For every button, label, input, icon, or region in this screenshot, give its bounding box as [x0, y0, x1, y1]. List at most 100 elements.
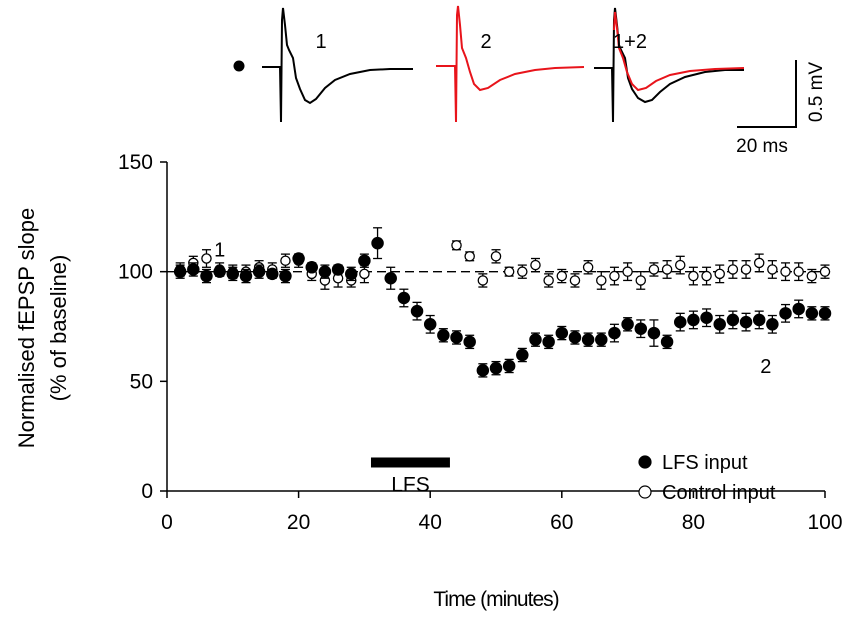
data-point-lfs [634, 322, 648, 335]
scale-bar [737, 60, 797, 128]
data-point-control [622, 266, 633, 277]
data-point-control [464, 251, 475, 262]
data-point-lfs [423, 318, 437, 331]
y-axis-label-line-2: (% of baseline) [46, 255, 71, 402]
data-point-lfs [673, 315, 687, 329]
x-tick-label: 100 [807, 511, 842, 534]
data-point-control [569, 275, 581, 286]
trace-2-line [436, 5, 585, 123]
data-point-lfs [226, 267, 240, 281]
x-tick-label: 20 [287, 511, 310, 534]
data-point-lfs [266, 267, 279, 281]
trace-2-label: 2 [480, 31, 491, 53]
data-point-lfs [766, 318, 779, 331]
data-point-control [517, 266, 528, 277]
trace-marker-dot [233, 60, 245, 72]
data-point-lfs [542, 335, 555, 349]
data-point-lfs [358, 254, 371, 267]
data-point-lfs [568, 331, 582, 344]
data-point-control [503, 266, 515, 277]
data-point-control [477, 275, 489, 286]
series-lfs-input [173, 227, 832, 378]
data-point-control [688, 270, 699, 282]
data-point-control [727, 264, 739, 275]
trace-insets: 1 2 1+2 0.5 mV 20 ms [233, 5, 827, 157]
data-point-control [530, 259, 541, 271]
data-point-lfs [292, 252, 305, 265]
trace-1-label: 1 [315, 31, 326, 53]
legend-marker-lfs [638, 455, 652, 469]
data-point-control [490, 251, 502, 262]
data-point-lfs [647, 326, 661, 340]
y-tick-label: 100 [118, 261, 153, 284]
data-point-lfs [489, 361, 503, 375]
data-point-control [753, 257, 765, 269]
annotation-1: 1 [214, 240, 225, 262]
x-tick-label: 80 [682, 511, 705, 534]
y-tick-label: 50 [130, 370, 153, 393]
data-point-lfs [344, 267, 358, 281]
trace-12-label: 1+2 [613, 31, 647, 53]
axes: 0 50 100 150 0 20 40 60 80 100 [118, 151, 843, 534]
data-point-lfs [252, 265, 266, 278]
legend-label-lfs: LFS input [662, 452, 748, 474]
lfs-bar-label: LFS [391, 473, 430, 496]
data-point-control [740, 264, 752, 275]
data-point-lfs [752, 313, 766, 327]
y-tick-label: 0 [141, 480, 153, 503]
data-point-control [609, 270, 620, 282]
data-point-lfs [660, 335, 674, 349]
data-point-lfs [529, 333, 542, 346]
legend-marker-control [638, 485, 652, 499]
data-point-lfs [700, 311, 713, 324]
y-tick-label: 150 [118, 151, 153, 174]
data-point-lfs [384, 271, 397, 285]
data-point-control [661, 264, 673, 275]
y-axis-label-line-1: Normalised fEPSP slope [14, 208, 39, 449]
data-point-lfs [581, 333, 595, 346]
x-tick-label: 0 [161, 511, 173, 534]
data-point-lfs [318, 265, 332, 278]
data-point-lfs [687, 313, 700, 327]
data-point-lfs [621, 318, 634, 331]
data-point-lfs [463, 335, 476, 349]
data-point-control [280, 255, 291, 266]
data-point-control [674, 259, 686, 271]
data-point-control [635, 275, 647, 286]
data-point-lfs [371, 236, 384, 250]
data-point-lfs [502, 359, 516, 373]
data-point-lfs [187, 263, 200, 276]
data-point-lfs [739, 315, 753, 329]
data-point-lfs [239, 269, 253, 283]
data-point-lfs [595, 333, 608, 346]
data-point-control [648, 264, 660, 275]
data-point-lfs [437, 329, 450, 342]
data-point-control [359, 268, 370, 280]
lfs-period-bar [370, 457, 450, 468]
trace-12-line-2 [613, 11, 745, 92]
x-tick-label: 40 [419, 511, 442, 534]
legend-label-control: Control input [662, 482, 776, 504]
data-point-control [780, 266, 791, 277]
data-point-lfs [305, 261, 319, 274]
x-tick-label: 60 [550, 511, 573, 534]
data-point-lfs [213, 265, 226, 278]
data-point-control [596, 275, 607, 286]
data-point-control [701, 270, 712, 282]
data-point-lfs [450, 331, 463, 344]
data-point-lfs [818, 307, 832, 320]
x-axis-label: Time (minutes) [433, 588, 558, 611]
data-point-lfs [279, 269, 292, 283]
series-control-input [174, 240, 831, 290]
data-point-lfs [397, 291, 411, 305]
legend: LFS input Control input [638, 452, 776, 504]
data-point-control [582, 262, 594, 273]
data-point-control [819, 266, 831, 277]
data-point-control [767, 264, 778, 275]
data-point-lfs [792, 302, 805, 316]
data-point-control [451, 240, 462, 251]
data-point-lfs [200, 269, 213, 283]
data-point-control [556, 270, 568, 282]
data-point-control [201, 253, 212, 264]
trace-1-line [262, 7, 413, 123]
